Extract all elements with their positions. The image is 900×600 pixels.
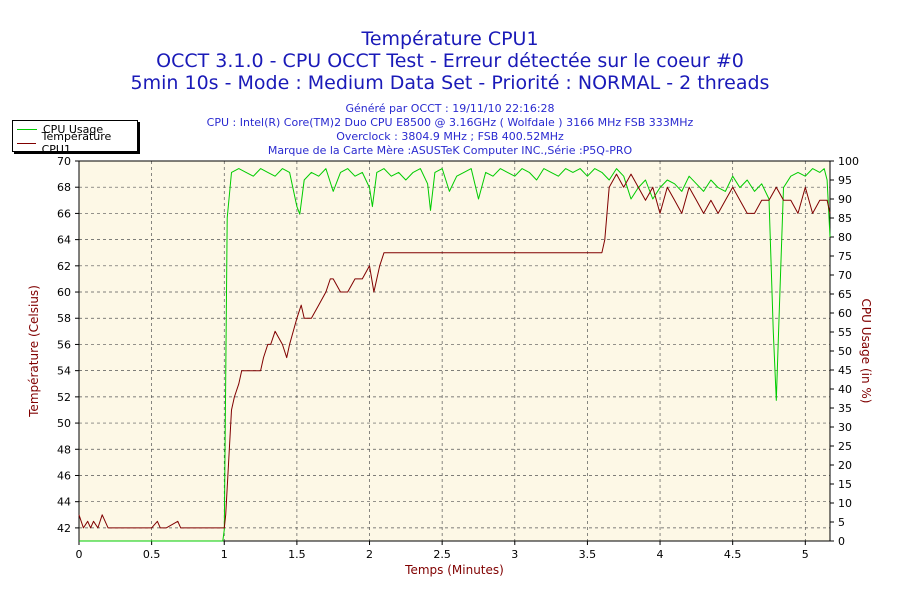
info-overclock: Overclock : 3804.9 MHz ; FSB 400.52MHz — [336, 130, 564, 143]
y-tick-label: 56 — [57, 338, 71, 351]
y2-tick-label: 95 — [838, 174, 852, 187]
y-tick-label: 42 — [57, 522, 71, 535]
y2-tick-label: 85 — [838, 212, 852, 225]
y2-tick-label: 55 — [838, 326, 852, 339]
y-tick-label: 64 — [57, 234, 71, 247]
x-tick-label: 3 — [511, 548, 518, 561]
info-cpu: CPU : Intel(R) Core(TM)2 Duo CPU E8500 @… — [206, 116, 694, 129]
x-tick-label: 0 — [76, 548, 83, 561]
x-tick-label: 4 — [657, 548, 664, 561]
y-tick-label: 66 — [57, 207, 71, 220]
y2-tick-label: 15 — [838, 478, 852, 491]
chart-subtitle-test: OCCT 3.1.0 - CPU OCCT Test - Erreur déte… — [156, 50, 744, 72]
y-tick-label: 58 — [57, 312, 71, 325]
y2-tick-label: 20 — [838, 459, 852, 472]
y-tick-label: 48 — [57, 443, 71, 456]
y2-tick-label: 80 — [838, 231, 852, 244]
info-motherboard: Marque de la Carte Mère :ASUSTeK Compute… — [267, 144, 633, 157]
x-tick-label: 3.5 — [579, 548, 597, 561]
y-tick-label: 54 — [57, 365, 71, 378]
chart-legend: CPU Usage Température CPU1 — [12, 120, 138, 156]
y2-tick-label: 60 — [838, 307, 852, 320]
y2-axis-label: CPU Usage (in %) — [859, 299, 873, 404]
y2-tick-label: 30 — [838, 421, 852, 434]
y2-tick-label: 70 — [838, 269, 852, 282]
series-line-cpu-usage — [79, 168, 831, 542]
y2-tick-label: 50 — [838, 345, 852, 358]
y2-tick-label: 25 — [838, 440, 852, 453]
y2-tick-label: 10 — [838, 497, 852, 510]
x-tick-label: 2.5 — [433, 548, 451, 561]
y-tick-label: 50 — [57, 417, 71, 430]
y-tick-label: 62 — [57, 260, 71, 273]
y2-tick-label: 35 — [838, 402, 852, 415]
series-line-temperature — [78, 173, 831, 529]
x-tick-label: 5 — [802, 548, 809, 561]
plot-area — [79, 161, 830, 541]
x-tick-label: 4.5 — [724, 548, 742, 561]
y-tick-label: 70 — [57, 155, 71, 168]
x-tick-label: 2 — [366, 548, 373, 561]
y2-tick-label: 5 — [838, 516, 845, 529]
y-tick-label: 68 — [57, 181, 71, 194]
info-generated: Généré par OCCT : 19/11/10 22:16:28 — [345, 102, 555, 115]
y-tick-label: 60 — [57, 286, 71, 299]
legend-item-temperature: Température CPU1 — [17, 130, 137, 156]
chart-subtitle-mode: 5min 10s - Mode : Medium Data Set - Prio… — [130, 72, 770, 94]
legend-swatch-cpu-usage — [17, 128, 37, 130]
y2-tick-label: 40 — [838, 383, 852, 396]
legend-label-temperature: Température CPU1 — [41, 130, 112, 156]
legend-swatch-temperature — [17, 142, 36, 144]
x-tick-label: 1 — [221, 548, 228, 561]
y-axis-label: Température (Celsius) — [27, 285, 41, 418]
x-axis-label: Temps (Minutes) — [404, 563, 504, 577]
y2-tick-label: 0 — [838, 535, 845, 548]
y2-tick-label: 45 — [838, 364, 852, 377]
y2-tick-label: 90 — [838, 193, 852, 206]
x-tick-label: 0.5 — [143, 548, 161, 561]
y2-tick-label: 100 — [838, 155, 859, 168]
x-tick-label: 1.5 — [288, 548, 306, 561]
y-tick-label: 44 — [57, 496, 71, 509]
legend-label-cpu-usage: CPU Usage — [43, 122, 104, 136]
y2-tick-label: 65 — [838, 288, 852, 301]
chart-title: Température CPU1 — [361, 28, 539, 50]
y-tick-label: 46 — [57, 469, 71, 482]
legend-item-cpu-usage: CPU Usage — [17, 122, 103, 136]
y2-tick-label: 75 — [838, 250, 852, 263]
y-tick-label: 52 — [57, 391, 71, 404]
